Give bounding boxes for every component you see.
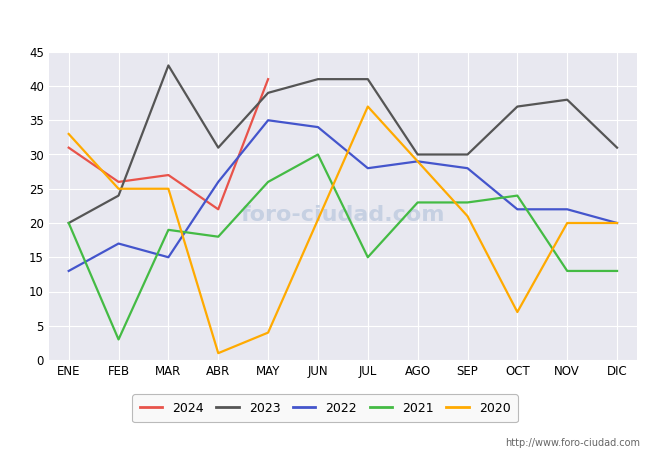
Text: foro-ciudad.com: foro-ciudad.com (240, 205, 445, 225)
2022 (514, 207, 521, 212)
2024 (164, 172, 172, 178)
2022 (114, 241, 122, 246)
2024 (114, 179, 122, 184)
2021 (564, 268, 571, 274)
Line: 2023: 2023 (69, 65, 617, 223)
2023 (114, 193, 122, 198)
2022 (613, 220, 621, 226)
2023 (364, 76, 372, 82)
2022 (264, 117, 272, 123)
2021 (364, 255, 372, 260)
2023 (414, 152, 422, 157)
2021 (214, 234, 222, 239)
2021 (613, 268, 621, 274)
2023 (164, 63, 172, 68)
2020 (463, 213, 471, 219)
2021 (264, 179, 272, 184)
Text: Matriculaciones de Vehiculos en Son Servera: Matriculaciones de Vehiculos en Son Serv… (123, 12, 527, 31)
2020 (114, 186, 122, 191)
2023 (613, 145, 621, 150)
2020 (164, 186, 172, 191)
Text: http://www.foro-ciudad.com: http://www.foro-ciudad.com (505, 438, 640, 448)
2023 (564, 97, 571, 103)
2023 (314, 76, 322, 82)
2022 (564, 207, 571, 212)
Line: 2024: 2024 (69, 79, 268, 209)
2021 (414, 200, 422, 205)
2021 (463, 200, 471, 205)
2020 (613, 220, 621, 226)
2022 (164, 255, 172, 260)
2024 (65, 145, 73, 150)
2020 (414, 159, 422, 164)
2022 (414, 159, 422, 164)
2023 (514, 104, 521, 109)
2020 (214, 351, 222, 356)
Line: 2020: 2020 (69, 107, 617, 353)
2022 (214, 179, 222, 184)
2023 (463, 152, 471, 157)
2021 (114, 337, 122, 342)
2024 (214, 207, 222, 212)
2020 (65, 131, 73, 137)
2023 (65, 220, 73, 226)
Legend: 2024, 2023, 2022, 2021, 2020: 2024, 2023, 2022, 2021, 2020 (132, 394, 518, 423)
2020 (564, 220, 571, 226)
2021 (314, 152, 322, 157)
2021 (65, 220, 73, 226)
2020 (264, 330, 272, 335)
2022 (463, 166, 471, 171)
2020 (364, 104, 372, 109)
2024 (264, 76, 272, 82)
Line: 2022: 2022 (69, 120, 617, 271)
2021 (514, 193, 521, 198)
2022 (65, 268, 73, 274)
2023 (214, 145, 222, 150)
Line: 2021: 2021 (69, 154, 617, 339)
2023 (264, 90, 272, 95)
2020 (514, 309, 521, 315)
2022 (314, 124, 322, 130)
2022 (364, 166, 372, 171)
2021 (164, 227, 172, 233)
